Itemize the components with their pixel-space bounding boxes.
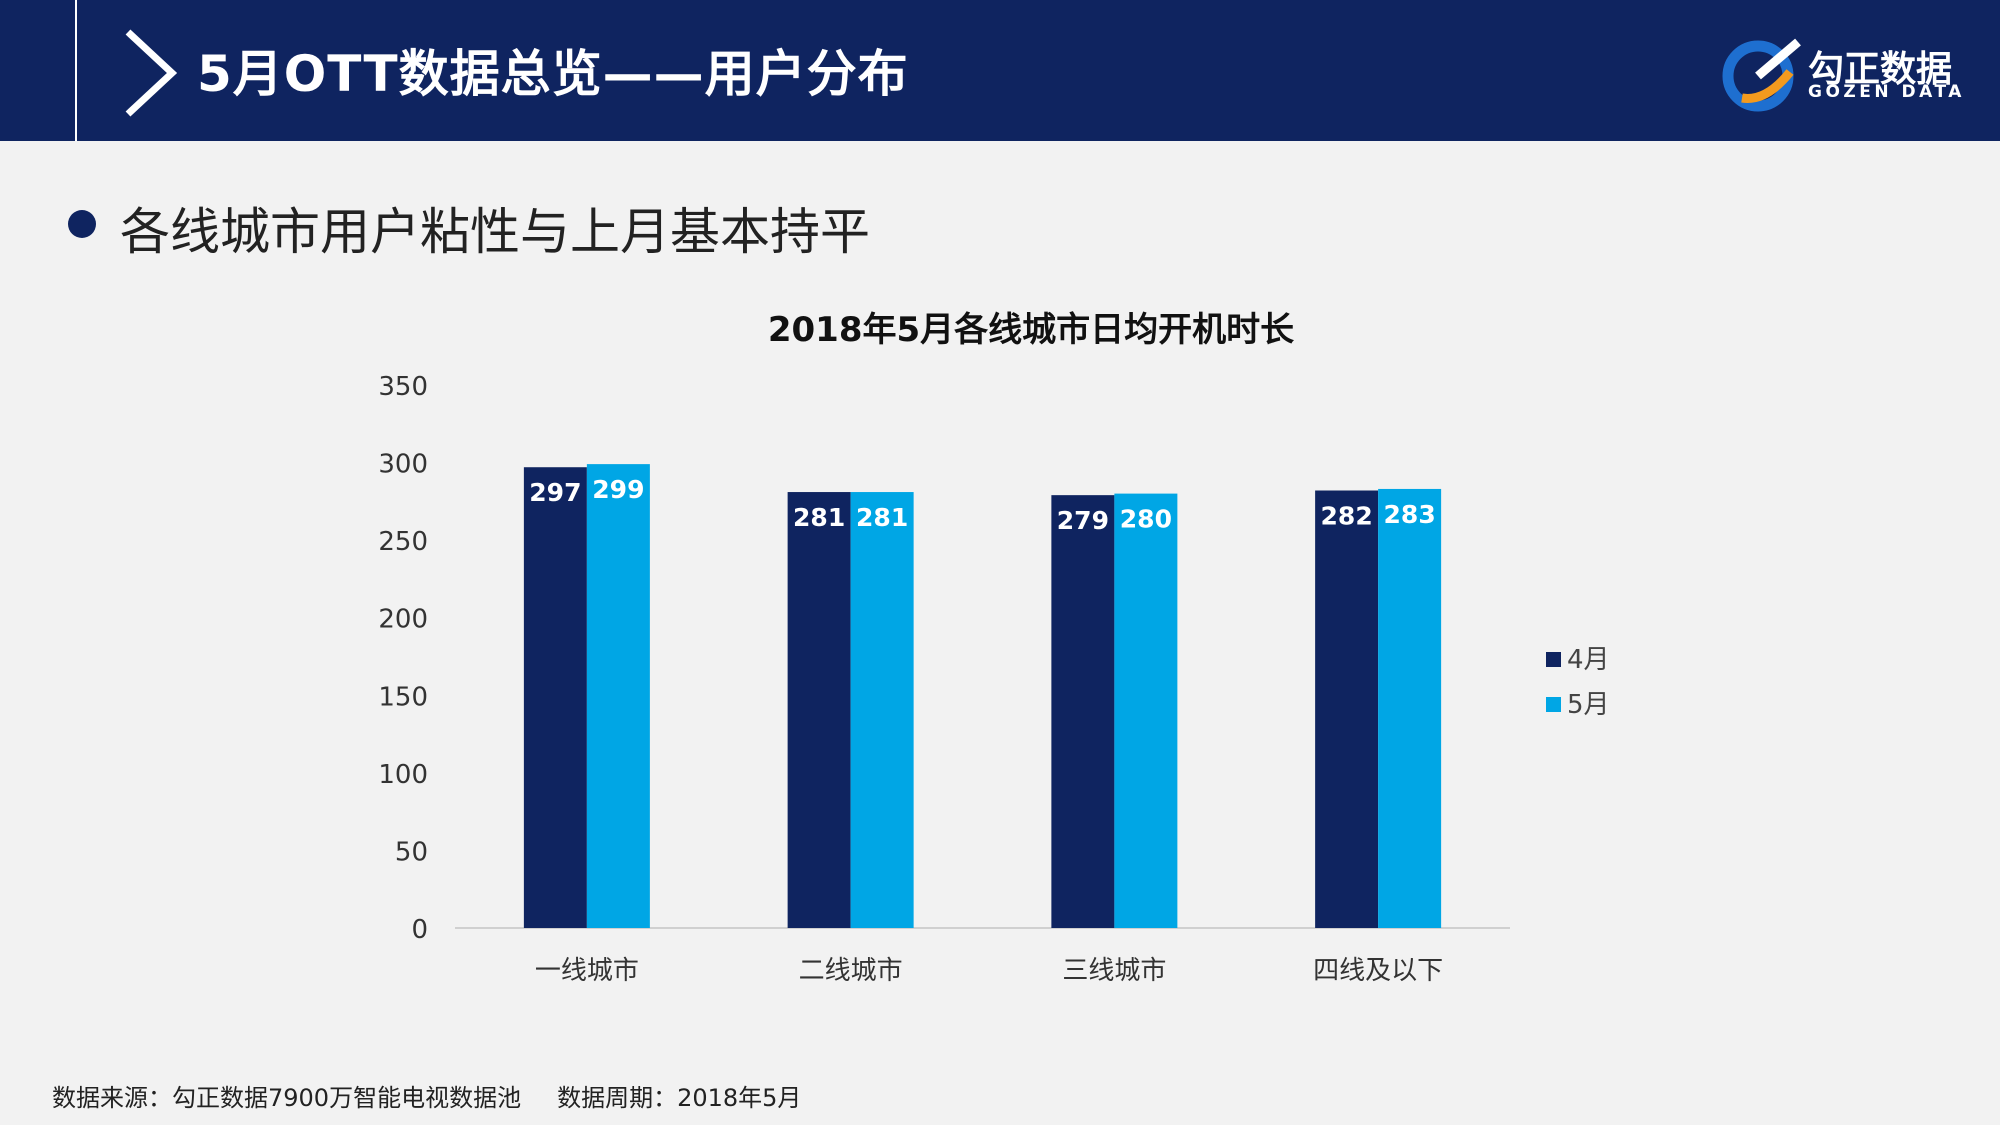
x-tick-label: 二线城市 [799, 956, 903, 986]
header-divider [75, 0, 77, 141]
header-bar: 5月OTT数据总览——用户分布 勾正数据 GOZEN DATA [0, 0, 2000, 141]
bar-april [787, 492, 851, 928]
data-label: 299 [592, 475, 644, 504]
bar-may [586, 464, 650, 928]
chart-title: 2018年5月各线城市日均开机时长 [768, 310, 1294, 350]
gozen-logo: 勾正数据 GOZEN DATA [1720, 36, 1970, 112]
footer-note: 数据来源：勾正数据7900万智能电视数据池 数据周期：2018年5月 [52, 1078, 801, 1113]
data-label: 280 [1120, 505, 1172, 534]
footer-source: 数据来源：勾正数据7900万智能电视数据池 [52, 1084, 522, 1112]
legend-swatch [1546, 652, 1561, 667]
page-title: 5月OTT数据总览——用户分布 [197, 45, 909, 103]
data-label: 281 [856, 503, 908, 532]
y-tick-label: 100 [378, 760, 428, 790]
bullet-headline: 各线城市用户粘性与上月基本持平 [120, 203, 870, 261]
bar-april [523, 467, 587, 928]
data-label: 297 [529, 478, 581, 507]
footer-period: 数据周期：2018年5月 [557, 1084, 802, 1112]
bar-may [1114, 493, 1178, 928]
data-label: 281 [793, 503, 845, 532]
bar-may [850, 492, 914, 928]
logo-text-en: GOZEN DATA [1808, 82, 1965, 102]
y-tick-label: 250 [378, 527, 428, 557]
y-tick-label: 350 [378, 372, 428, 402]
y-tick-label: 150 [378, 682, 428, 712]
y-tick-label: 50 [395, 837, 428, 867]
data-label: 283 [1384, 500, 1436, 529]
bar-april [1315, 490, 1379, 928]
bar-april [1051, 495, 1115, 928]
data-label: 282 [1321, 501, 1373, 530]
bar-may [1378, 488, 1442, 928]
chevron-right-icon [125, 29, 178, 117]
y-tick-label: 200 [378, 605, 428, 635]
legend-label: 5月 [1567, 690, 1610, 720]
logo-mark-icon [1722, 38, 1801, 112]
data-label: 279 [1057, 506, 1109, 535]
logo-text-cn: 勾正数据 [1808, 49, 1953, 90]
x-tick-label: 三线城市 [1062, 956, 1166, 986]
legend-swatch [1546, 697, 1561, 712]
y-tick-label: 300 [378, 450, 428, 480]
bullet-dot [68, 210, 96, 238]
x-tick-label: 四线及以下 [1313, 956, 1443, 986]
y-tick-label: 0 [411, 915, 428, 945]
legend-label: 4月 [1567, 645, 1610, 675]
x-tick-label: 一线城市 [535, 956, 639, 986]
